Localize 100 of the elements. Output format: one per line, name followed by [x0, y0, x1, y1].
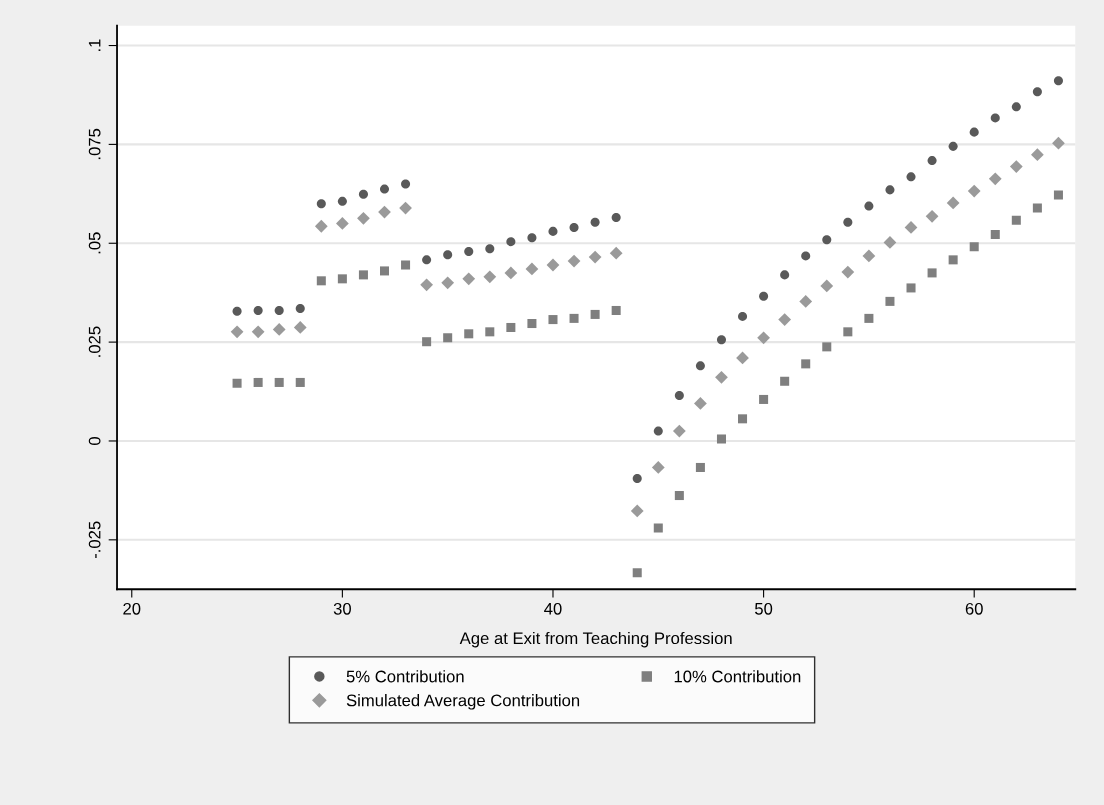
point	[609, 246, 623, 260]
point	[295, 303, 305, 314]
point	[864, 313, 874, 323]
point	[567, 254, 581, 268]
y-tick-label: .075	[88, 128, 101, 160]
point	[757, 331, 770, 345]
point	[885, 185, 895, 195]
point	[841, 265, 855, 279]
point	[504, 266, 518, 280]
point	[990, 230, 1000, 240]
y-tick-label: .05	[88, 232, 101, 254]
point	[358, 189, 368, 199]
point	[588, 250, 602, 264]
point	[1011, 215, 1021, 225]
point	[335, 217, 349, 230]
point	[464, 247, 474, 257]
point	[948, 255, 958, 265]
point	[464, 329, 474, 339]
point	[548, 315, 558, 325]
point	[759, 394, 769, 404]
x-tick-label: 50	[754, 602, 773, 615]
point	[948, 141, 958, 151]
point	[272, 323, 286, 336]
point	[990, 113, 1000, 123]
point	[1031, 148, 1044, 162]
point	[611, 305, 621, 315]
point	[906, 283, 916, 293]
y-tick-label: -.025	[88, 521, 101, 559]
point	[230, 325, 244, 339]
legend-label: 10% Contribution	[674, 670, 801, 683]
point	[379, 266, 390, 276]
point	[967, 184, 981, 198]
point	[801, 359, 811, 369]
point	[695, 462, 705, 472]
point	[590, 217, 600, 227]
point	[401, 179, 411, 189]
point	[443, 333, 453, 343]
point	[843, 217, 853, 227]
point	[1032, 203, 1042, 213]
point	[274, 377, 284, 387]
point	[801, 251, 811, 261]
point	[716, 434, 726, 444]
point	[443, 250, 453, 260]
point	[527, 319, 537, 329]
point	[799, 295, 813, 308]
point	[569, 313, 579, 323]
x-tick-label: 60	[965, 602, 983, 615]
point	[274, 305, 284, 315]
point	[715, 370, 728, 384]
point	[316, 199, 326, 209]
point	[295, 377, 305, 387]
point	[651, 461, 665, 474]
point	[780, 376, 790, 386]
point	[716, 335, 726, 345]
point	[630, 504, 644, 518]
point	[969, 127, 979, 137]
point	[653, 426, 663, 436]
legend-label: 5% Contribution	[346, 670, 464, 683]
point	[862, 249, 876, 263]
point	[674, 491, 684, 501]
point	[1053, 190, 1063, 200]
point	[337, 274, 347, 284]
point	[1011, 102, 1021, 112]
point	[1053, 76, 1063, 86]
point	[653, 523, 663, 533]
point	[946, 196, 960, 210]
point	[820, 279, 834, 293]
point	[379, 184, 390, 194]
point	[822, 235, 832, 245]
point	[357, 211, 370, 225]
point	[906, 172, 916, 182]
point	[969, 242, 979, 252]
point	[927, 268, 937, 278]
y-tick-label: 0	[88, 436, 101, 445]
point	[695, 361, 705, 371]
point	[738, 414, 748, 424]
x-tick-label: 40	[544, 602, 562, 615]
point	[293, 321, 307, 334]
point	[485, 327, 495, 337]
x-axis-title: Age at Exit from Teaching Profession	[459, 631, 732, 648]
point	[527, 233, 537, 243]
point	[885, 296, 895, 306]
point	[506, 322, 516, 332]
point	[1052, 136, 1065, 150]
point	[253, 305, 263, 315]
point	[253, 377, 263, 387]
point	[358, 270, 368, 280]
point	[232, 378, 242, 388]
point	[778, 313, 792, 326]
point	[927, 156, 937, 166]
point	[485, 244, 495, 254]
point	[401, 260, 411, 270]
point	[337, 196, 347, 206]
point	[422, 337, 432, 347]
point	[988, 172, 1002, 186]
point	[314, 219, 328, 233]
point	[548, 226, 558, 236]
point	[780, 270, 790, 280]
point	[822, 342, 832, 352]
point	[674, 390, 684, 401]
